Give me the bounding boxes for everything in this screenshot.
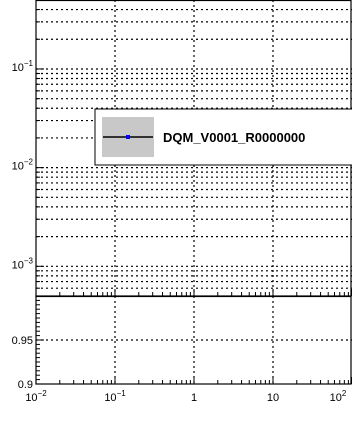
bottom-panel: 0.95 0.9 10−2 10−1 1 10 102	[12, 295, 352, 404]
x-tick-label: 10	[267, 392, 279, 404]
y-tick-label: 0.9	[18, 379, 33, 391]
x-tick-label: 10−1	[104, 389, 126, 404]
bottom-y-tick-labels: 0.95 0.9	[12, 335, 33, 391]
top-axis-ticks	[35, 9, 352, 296]
legend-entry-label: DQM_V0001_R0000000	[163, 130, 305, 145]
top-gridlines	[36, 0, 352, 296]
y-tick-label: 10−1	[12, 59, 34, 74]
y-tick-label: 10−3	[12, 256, 34, 271]
y-tick-label: 0.95	[12, 335, 33, 347]
x-tick-label: 1	[191, 392, 197, 404]
top-y-tick-labels: 10−1 10−2 10−3	[12, 59, 34, 271]
bottom-gridlines	[36, 296, 352, 384]
legend: DQM_V0001_R0000000	[94, 108, 352, 166]
y-tick-label: 10−2	[12, 158, 34, 173]
bottom-plot-frame	[35, 295, 352, 385]
legend-point-marker	[126, 135, 130, 139]
x-tick-labels: 10−2 10−1 1 10 102	[25, 389, 347, 404]
x-tick-label: 102	[330, 389, 347, 404]
bottom-axis-ticks	[35, 295, 352, 385]
x-tick-label: 10−2	[25, 389, 47, 404]
